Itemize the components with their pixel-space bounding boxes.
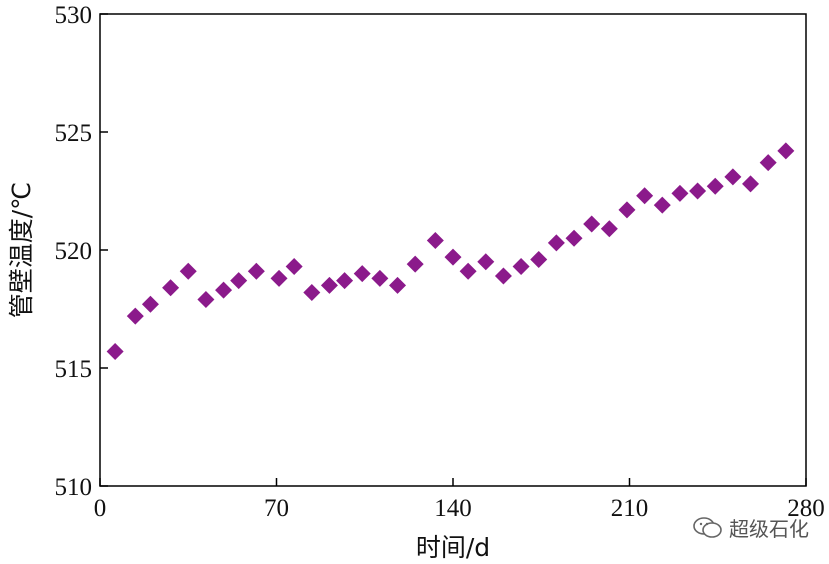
data-point [215,281,233,299]
data-point [197,291,215,309]
data-point [742,175,760,193]
data-point [426,232,444,250]
data-point [689,182,707,200]
x-tick-label: 70 [264,495,289,522]
x-tick-label: 140 [434,495,472,522]
data-point [285,258,303,276]
data-point [353,265,371,283]
x-axis-title: 时间/d [416,533,490,562]
data-point [126,307,144,325]
data-points [106,142,795,360]
watermark-text: 超级石化 [729,517,809,541]
data-point [494,267,512,285]
x-tick-label: 210 [611,495,649,522]
data-point [706,177,724,195]
x-tick-label: 280 [787,495,825,522]
data-point [106,342,124,360]
data-point [565,229,583,247]
data-point [724,168,742,186]
wechat-icon [693,516,722,538]
data-point [179,262,197,280]
x-axis-ticks: 0 70 140 210 280 [94,478,825,522]
data-point [618,201,636,219]
data-point [230,272,248,290]
data-point [459,262,477,280]
y-tick-label: 525 [55,120,93,147]
data-point [777,142,795,160]
data-point [247,262,265,280]
y-axis-title: 管壁温度/℃ [7,182,36,319]
data-point [759,154,777,172]
data-point [653,196,671,214]
data-point [336,272,354,290]
data-point [512,258,530,276]
data-point [389,276,407,294]
data-point [320,276,338,294]
data-point [547,234,565,252]
data-point [371,269,389,287]
y-axis-ticks: 510 515 520 525 530 [55,2,108,501]
y-tick-label: 520 [55,238,93,265]
data-point [583,215,601,233]
x-tick-label: 0 [94,495,107,522]
y-tick-label: 515 [55,356,93,383]
data-point [530,250,548,268]
y-tick-label: 530 [55,2,93,29]
watermark: 超级石化 [693,513,809,542]
data-point [671,184,689,202]
data-point [406,255,424,273]
data-point [636,187,654,205]
data-point [444,248,462,266]
data-point [477,253,495,271]
data-point [303,283,321,301]
y-tick-label: 510 [55,474,93,501]
data-point [141,295,159,313]
data-point [600,220,618,238]
data-point [162,279,180,297]
data-point [270,269,288,287]
